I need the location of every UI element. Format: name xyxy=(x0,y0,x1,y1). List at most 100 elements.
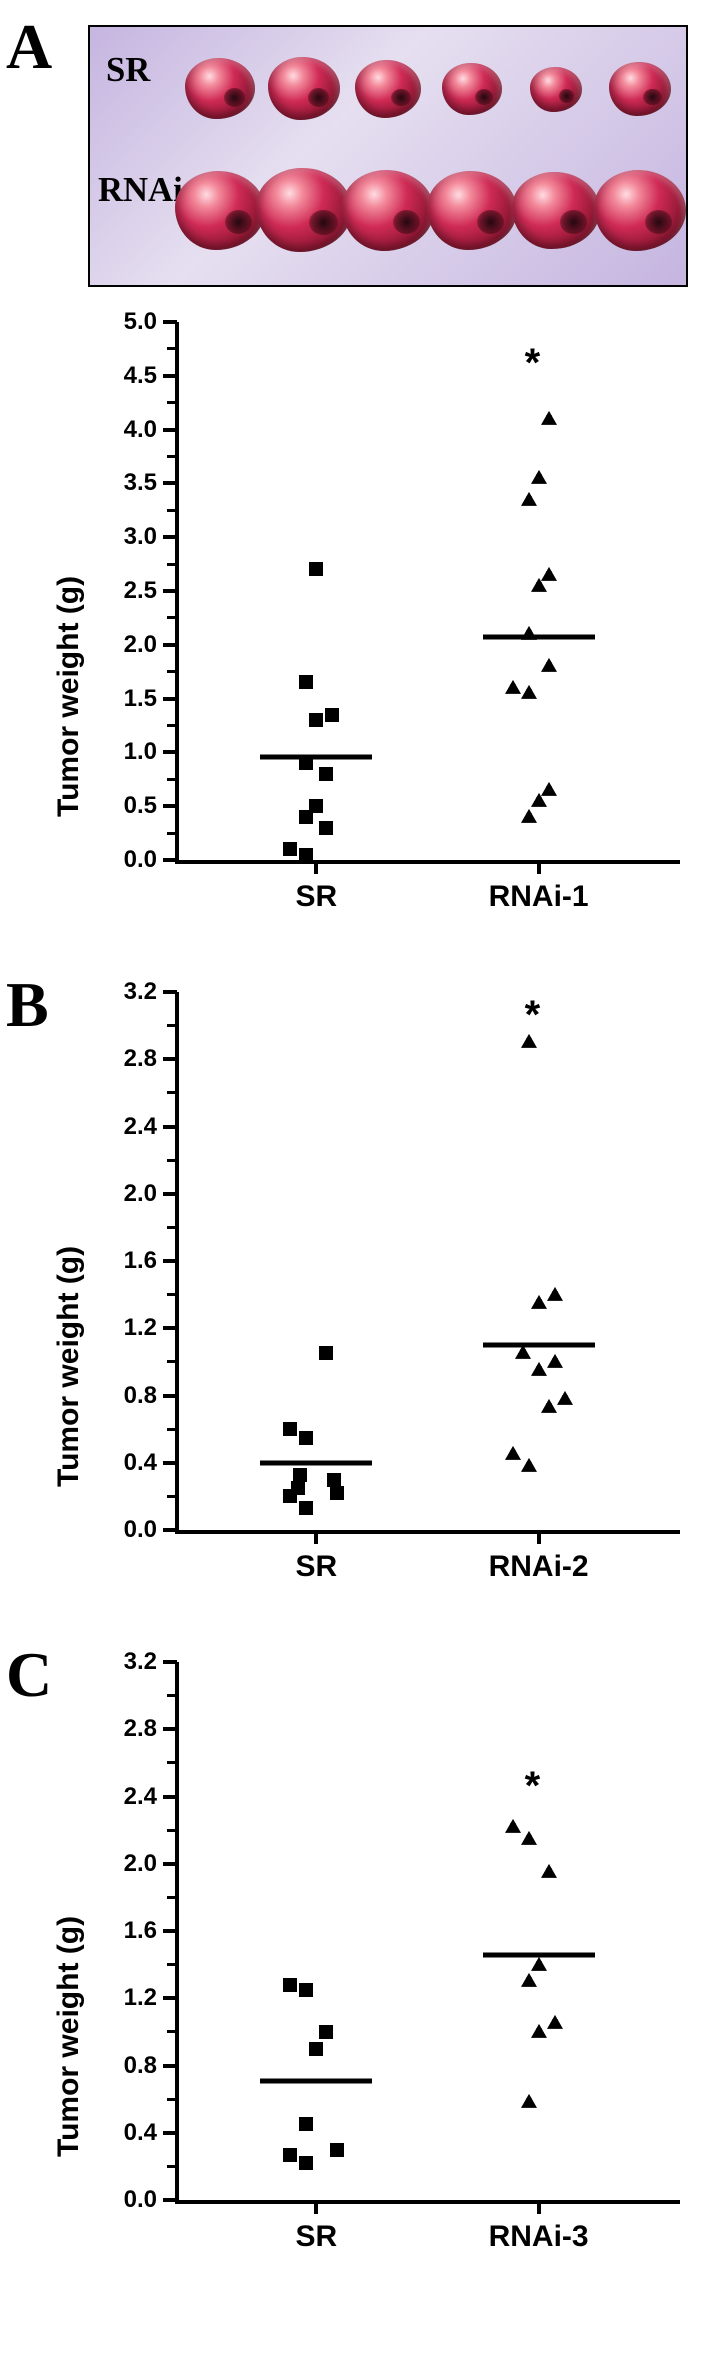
y-minor-tick xyxy=(167,832,177,835)
x-axis xyxy=(175,2200,680,2204)
y-tick xyxy=(163,643,177,647)
y-minor-tick xyxy=(167,401,177,404)
tumor-rnai1 xyxy=(175,171,265,250)
mean-line xyxy=(260,2078,372,2083)
tumor-sr xyxy=(355,60,421,118)
data-point-triangle xyxy=(542,412,556,426)
mean-line xyxy=(483,1343,595,1348)
data-point-square xyxy=(309,713,323,727)
y-tick xyxy=(163,374,177,378)
y-tick-label: 3.2 xyxy=(30,978,157,1006)
y-minor-tick xyxy=(167,1360,177,1363)
data-point-triangle xyxy=(542,783,556,797)
y-tick-label: 2.8 xyxy=(30,1715,157,1743)
y-minor-tick xyxy=(167,2165,177,2168)
data-point-square xyxy=(283,1978,297,1992)
y-tick-label: 0.0 xyxy=(30,2186,157,2214)
data-point-square xyxy=(299,1983,313,1997)
x-category-label: SR xyxy=(221,880,411,914)
significance-marker: * xyxy=(525,1764,541,1809)
y-tick xyxy=(163,858,177,862)
y-minor-tick xyxy=(167,1091,177,1094)
y-tick xyxy=(163,1394,177,1398)
y-tick-label: 4.0 xyxy=(30,416,157,444)
y-tick-label: 2.4 xyxy=(30,1113,157,1141)
y-tick xyxy=(163,1192,177,1196)
panel-label-a: A xyxy=(6,10,52,84)
data-point-triangle xyxy=(532,471,546,485)
y-minor-tick xyxy=(167,778,177,781)
photo-row-label-sr: SR xyxy=(106,51,150,90)
y-minor-tick xyxy=(167,1896,177,1899)
plot-area xyxy=(175,322,680,860)
y-minor-tick xyxy=(167,2098,177,2101)
chart-panel_C: 0.00.40.81.21.62.02.42.83.2Tumor weight … xyxy=(30,1640,690,2288)
data-point-triangle xyxy=(532,1296,546,1310)
tumor-rnai1 xyxy=(512,172,600,249)
data-point-square xyxy=(309,799,323,813)
data-point-square xyxy=(319,821,333,835)
y-tick-label: 1.6 xyxy=(30,1247,157,1275)
y-minor-tick xyxy=(167,563,177,566)
y-tick-label: 3.5 xyxy=(30,469,157,497)
y-tick xyxy=(163,481,177,485)
y-minor-tick xyxy=(167,347,177,350)
y-tick xyxy=(163,1326,177,1330)
x-axis xyxy=(175,1530,680,1534)
tumor-sr xyxy=(185,58,255,120)
data-point-triangle xyxy=(542,1400,556,1414)
y-tick-label: 1.2 xyxy=(30,1314,157,1342)
data-point-square xyxy=(299,848,313,862)
y-tick xyxy=(163,1528,177,1532)
y-tick xyxy=(163,2131,177,2135)
y-minor-tick xyxy=(167,1694,177,1697)
y-tick-label: 1.5 xyxy=(30,685,157,713)
data-point-square xyxy=(299,675,313,689)
y-tick-label: 0.8 xyxy=(30,2052,157,2080)
y-tick xyxy=(163,750,177,754)
y-tick-label: 0.4 xyxy=(30,2119,157,2147)
data-point-square xyxy=(283,1422,297,1436)
y-axis-label: Tumor weight (g) xyxy=(52,576,86,817)
y-tick-label: 3.0 xyxy=(30,523,157,551)
data-point-square xyxy=(309,562,323,576)
data-point-triangle xyxy=(558,1392,572,1406)
data-point-triangle xyxy=(522,2095,536,2109)
data-point-square xyxy=(327,1473,341,1487)
data-point-triangle xyxy=(542,659,556,673)
y-tick-label: 1.0 xyxy=(30,738,157,766)
significance-marker: * xyxy=(525,341,541,386)
data-point-square xyxy=(319,1346,333,1360)
y-tick-label: 0.4 xyxy=(30,1449,157,1477)
y-tick-label: 0.0 xyxy=(30,1516,157,1544)
y-tick xyxy=(163,2198,177,2202)
y-tick xyxy=(163,1727,177,1731)
y-minor-tick xyxy=(167,1024,177,1027)
data-point-triangle xyxy=(522,1832,536,1846)
data-point-square xyxy=(319,767,333,781)
y-tick xyxy=(163,428,177,432)
y-tick-label: 0.8 xyxy=(30,1382,157,1410)
x-category-label: RNAi-2 xyxy=(444,1550,634,1584)
x-tick xyxy=(537,2200,541,2214)
y-tick xyxy=(163,1862,177,1866)
data-point-square xyxy=(325,708,339,722)
y-tick-label: 0.5 xyxy=(30,792,157,820)
x-tick xyxy=(314,2200,318,2214)
chart-panel_A: 0.00.51.01.52.02.53.03.54.04.55.0Tumor w… xyxy=(30,300,690,948)
data-point-square xyxy=(309,2042,323,2056)
tumor-sr xyxy=(442,63,502,116)
mean-line xyxy=(260,1460,372,1465)
data-point-triangle xyxy=(506,1447,520,1461)
tumor-sr xyxy=(530,67,582,113)
y-axis-label: Tumor weight (g) xyxy=(52,1916,86,2157)
x-category-label: SR xyxy=(221,2220,411,2254)
y-axis-label: Tumor weight (g) xyxy=(52,1246,86,1487)
y-minor-tick xyxy=(167,1428,177,1431)
data-point-triangle xyxy=(532,1958,546,1972)
data-point-triangle xyxy=(522,1974,536,1988)
y-tick-label: 2.0 xyxy=(30,1180,157,1208)
x-tick xyxy=(537,1530,541,1544)
y-tick xyxy=(163,1057,177,1061)
data-point-square xyxy=(330,1486,344,1500)
